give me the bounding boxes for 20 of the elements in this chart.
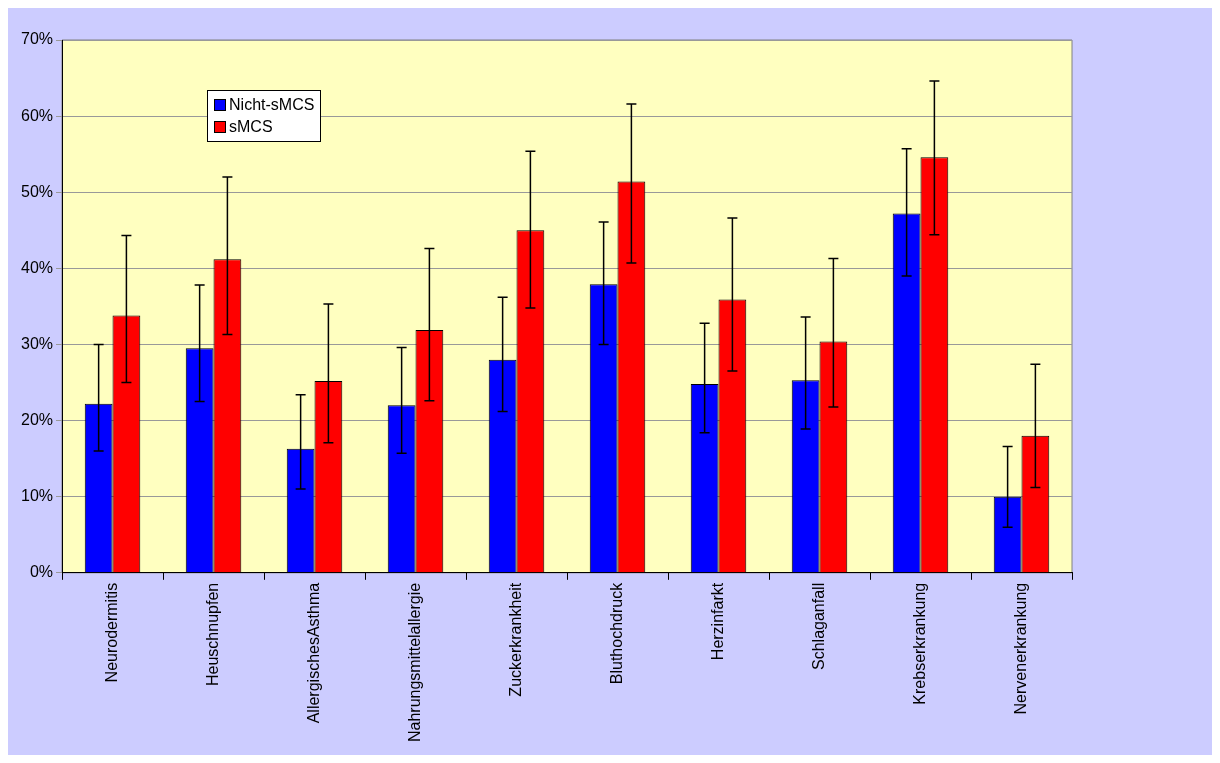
x-tick-label: Krebserkrankung — [910, 582, 928, 705]
y-tick-label: 70% — [20, 30, 54, 48]
x-tick-label: Zuckerkrankheit — [506, 582, 524, 697]
x-tick-label: Schlaganfall — [809, 582, 827, 670]
x-tick-label: Heuschnupfen — [203, 582, 221, 686]
y-tick-label: 0% — [29, 563, 54, 581]
legend-label: sMCS — [229, 117, 273, 137]
x-tick-label: AllergischesAsthma — [304, 582, 322, 724]
y-tick-label: 10% — [20, 487, 54, 505]
y-tick-label: 60% — [20, 106, 54, 124]
legend-label: Nicht-sMCS — [229, 95, 315, 115]
x-tick-label: Neurodermitis — [102, 582, 120, 683]
y-tick-label: 30% — [20, 334, 54, 352]
y-tick-label: 50% — [20, 182, 54, 200]
y-tick-label: 20% — [20, 410, 54, 428]
x-tick-label: Nervenerkrankung — [1011, 582, 1029, 715]
x-tick-label: Bluthochdruck — [607, 581, 625, 685]
y-tick-label: 40% — [20, 258, 54, 276]
x-tick-label: Herzinfarkt — [708, 582, 726, 661]
x-tick-label: Nahrungsmittelallergie — [405, 582, 423, 742]
